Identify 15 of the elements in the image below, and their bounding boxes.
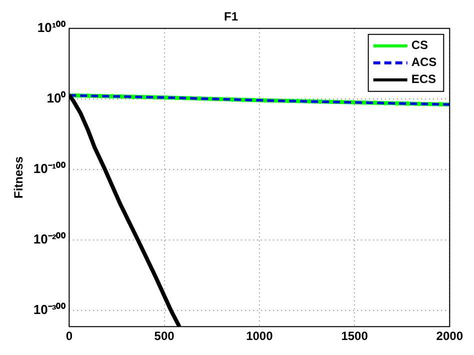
legend-label: ACS bbox=[411, 55, 437, 70]
x-tick-label: 1000 bbox=[246, 329, 274, 344]
y-tick-label: 10⁻²⁰⁰ bbox=[33, 231, 66, 246]
y-tick-label: 10⁰ bbox=[46, 90, 66, 106]
y-axis-title: Fitness bbox=[12, 156, 26, 199]
x-tick-label: 2000 bbox=[436, 329, 464, 344]
chart-title: F1 bbox=[224, 10, 238, 24]
x-tick-label: 1500 bbox=[341, 329, 368, 344]
legend-label: ECS bbox=[411, 72, 436, 86]
x-tick-label: 500 bbox=[154, 329, 175, 344]
y-tick-label: 10⁻¹⁰⁰ bbox=[33, 160, 66, 176]
y-tick-label: 10⁻³⁰⁰ bbox=[33, 302, 66, 317]
x-tick-label: 0 bbox=[66, 329, 73, 344]
y-tick-label: 10¹⁰⁰ bbox=[37, 20, 66, 35]
legend-label: CS bbox=[411, 38, 428, 52]
